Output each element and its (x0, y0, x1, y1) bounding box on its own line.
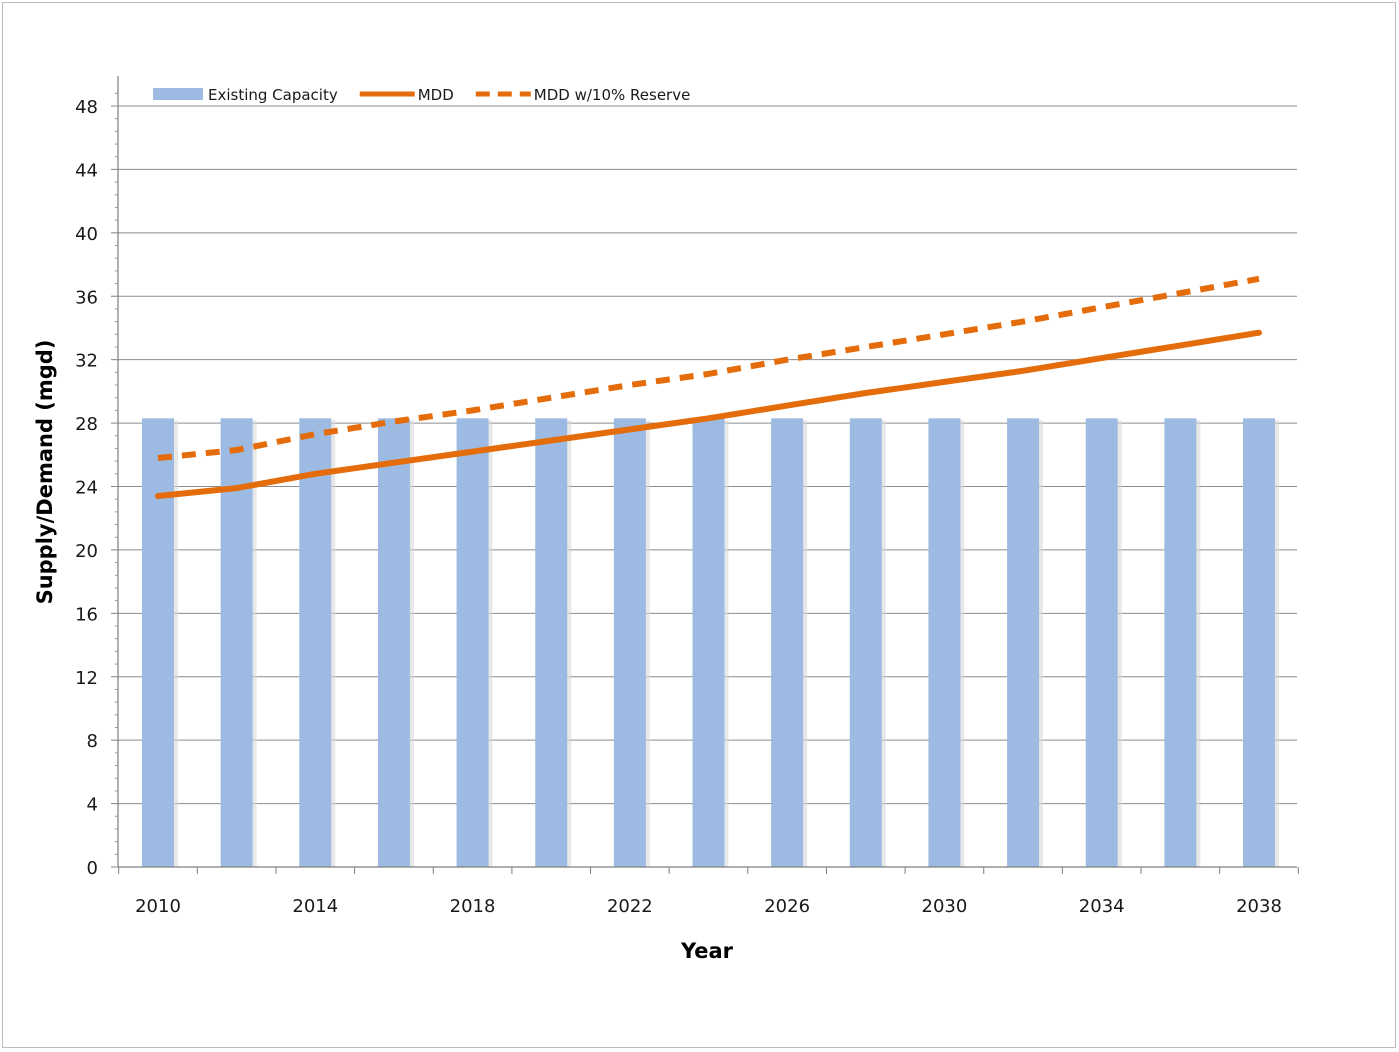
bar-2024 (692, 418, 725, 867)
bar-2016 (377, 418, 410, 867)
bar-2014 (299, 418, 332, 867)
bar-2026 (771, 418, 804, 867)
y-tick-label-24: 24 (75, 478, 98, 499)
y-tick-label-32: 32 (75, 351, 98, 372)
bar-2032 (1007, 418, 1040, 867)
bar-2034 (1085, 418, 1118, 867)
x-tick-label-2038: 2038 (1236, 896, 1282, 917)
x-tick-label-2026: 2026 (764, 896, 810, 917)
y-tick-label-8: 8 (87, 731, 98, 752)
x-tick-label-2010: 2010 (135, 896, 181, 917)
legend-label: Existing Capacity (208, 86, 338, 104)
y-tick-label-16: 16 (75, 604, 98, 625)
bar-2012 (220, 418, 253, 867)
y-axis-title: Supply/Demand (mgd) (33, 340, 57, 605)
y-tick-label-48: 48 (75, 97, 98, 118)
bar-2038 (1243, 418, 1275, 867)
bar-2020 (535, 418, 568, 867)
x-tick-label-2030: 2030 (922, 896, 968, 917)
demand-lines (155, 275, 1262, 499)
bar-2030 (928, 418, 961, 867)
line-mdd (155, 329, 1262, 499)
y-tick-label-12: 12 (75, 668, 98, 689)
x-tick-label-2014: 2014 (292, 896, 338, 917)
legend-label: MDD (418, 86, 454, 104)
y-tick-label-20: 20 (75, 541, 98, 562)
x-tick-label-2018: 2018 (450, 896, 496, 917)
x-axis-title: Year (680, 939, 734, 963)
y-tick-label-0: 0 (87, 858, 98, 879)
y-tick-label-44: 44 (75, 160, 98, 181)
y-tick-label-4: 4 (87, 795, 98, 816)
legend-label: MDD w/10% Reserve (534, 86, 691, 104)
bars-existing-capacity (142, 418, 1279, 867)
y-tick-label-28: 28 (75, 414, 98, 435)
legend-swatch-existing-capacity (153, 88, 203, 100)
y-tick-label-40: 40 (75, 224, 98, 245)
bar-2036 (1164, 418, 1197, 867)
bar-2018 (456, 418, 489, 867)
bar-2010 (142, 418, 174, 867)
y-tick-label-36: 36 (75, 287, 98, 308)
axes (111, 76, 1299, 874)
x-tick-labels: 2010 2014 2018 2022 2026 2030 2034 2038 (135, 896, 1282, 917)
x-tick-label-2022: 2022 (607, 896, 653, 917)
legend: Existing Capacity MDD MDD w/10% Reserve (153, 86, 690, 104)
x-tick-label-2034: 2034 (1079, 896, 1125, 917)
line-mdd-reserve (157, 275, 1260, 461)
bar-2028 (849, 418, 882, 867)
bar-2022 (613, 418, 646, 867)
